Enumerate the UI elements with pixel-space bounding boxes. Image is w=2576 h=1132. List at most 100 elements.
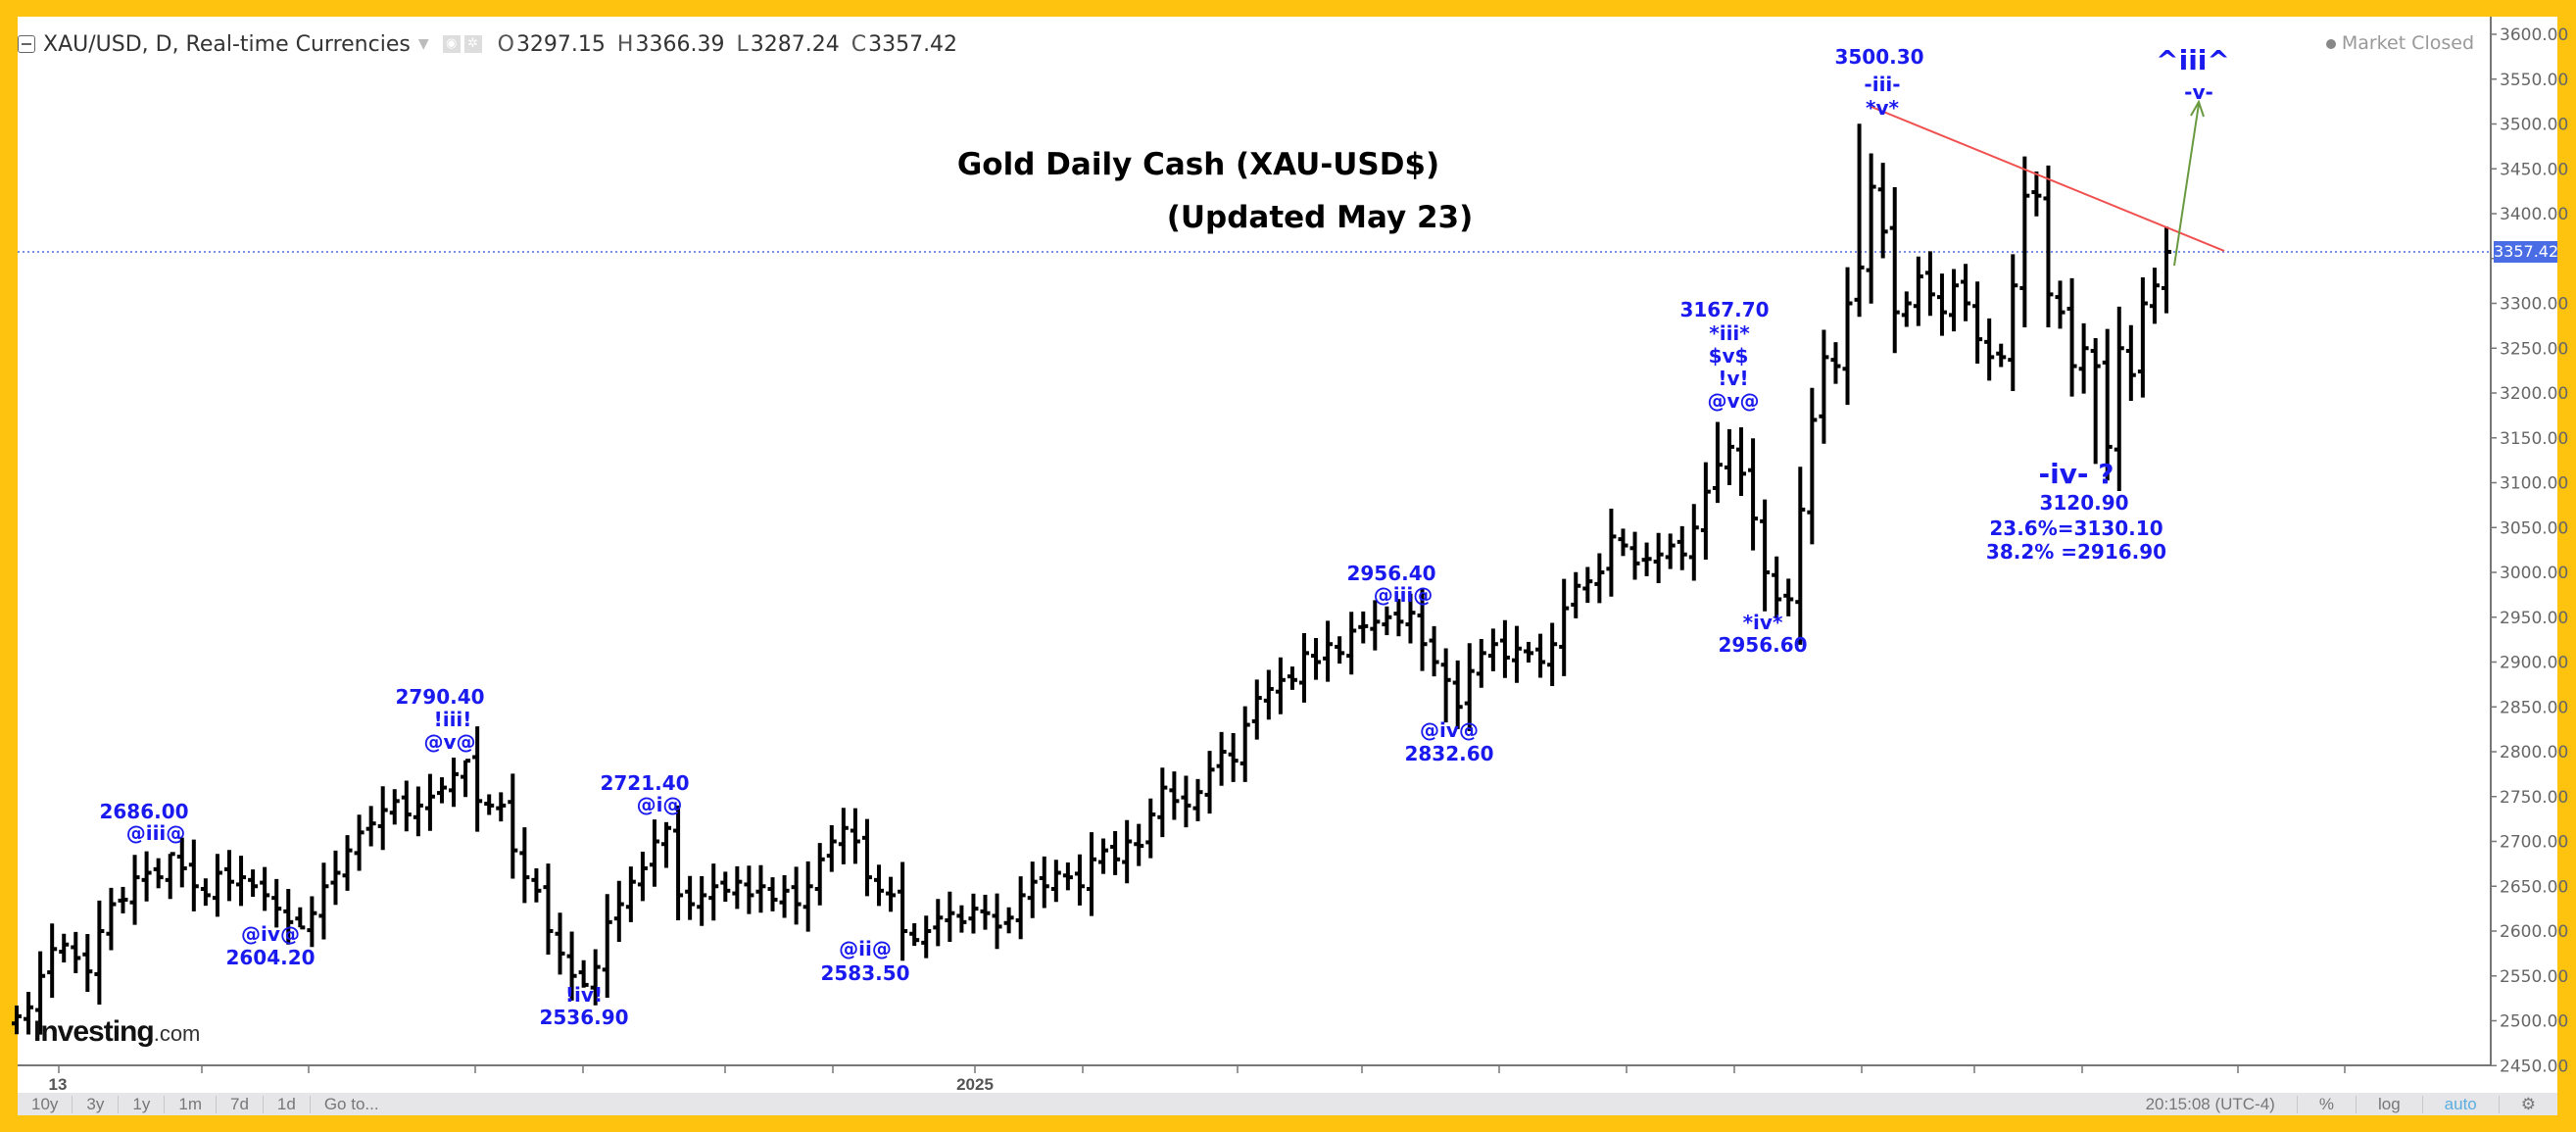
ohlc-bar	[2078, 322, 2089, 394]
ohlc-bar	[1464, 643, 1475, 731]
ohlc-bar	[2019, 156, 2030, 327]
ohlc-bar	[1748, 438, 1759, 551]
annotation-price: 2604.20	[225, 946, 316, 969]
range-1y[interactable]: 1y	[119, 1095, 166, 1113]
y-tick-label: 2800.00	[2500, 743, 2568, 763]
ohlc-bar	[424, 773, 435, 831]
ohlc-bar	[1134, 823, 1144, 866]
y-tick-label: 3050.00	[2500, 518, 2568, 538]
chevron-down-icon[interactable]: ▼	[417, 36, 429, 52]
ohlc-bar	[1039, 856, 1049, 909]
ohlc-bar	[898, 861, 908, 961]
y-tick-label: 3000.00	[2500, 564, 2568, 583]
ohlc-bar	[295, 907, 306, 930]
annotation-wave: -iv- ?	[2038, 458, 2114, 490]
log-toggle[interactable]: log	[2355, 1095, 2422, 1113]
ohlc-bar	[307, 896, 317, 948]
ohlc-bar	[212, 854, 222, 917]
ohlc-bar	[35, 951, 46, 1035]
range-7d[interactable]: 7d	[217, 1095, 264, 1113]
ohlc-bar	[543, 863, 554, 956]
ohlc-bar	[59, 933, 70, 963]
ohlc-bar	[1050, 860, 1061, 903]
ohlc-bar	[1736, 426, 1747, 496]
ohlc-bar	[1866, 153, 1876, 304]
ohlc-bar	[637, 852, 648, 902]
range-3y[interactable]: 3y	[73, 1095, 120, 1113]
ohlc-bar	[1606, 509, 1617, 597]
ohlc-bar	[1204, 751, 1215, 814]
status-dot-icon	[2325, 39, 2336, 49]
ohlc-bar	[472, 726, 483, 832]
ohlc-bar	[1452, 660, 1463, 729]
y-tick-label: 3500.00	[2500, 116, 2568, 135]
ohlc-bar	[2149, 268, 2160, 324]
ohlc-bar	[1062, 862, 1073, 891]
ohlc-bar	[283, 888, 294, 945]
ohlc-bar	[720, 871, 731, 903]
ohlc-bar	[1003, 907, 1014, 934]
ohlc-bar	[661, 821, 672, 868]
ohlc-bar	[1996, 343, 2007, 368]
ohlc-bar	[318, 862, 329, 940]
range-1m[interactable]: 1m	[165, 1095, 217, 1113]
ohlc-bar	[1641, 542, 1652, 576]
eye-icon[interactable]: ◉	[442, 35, 461, 53]
ohlc-bar	[141, 851, 152, 902]
ohlc-bar	[1547, 622, 1558, 686]
annotation-wave: *iv*	[1742, 611, 1783, 634]
y-tick-label: 2900.00	[2500, 654, 2568, 673]
ohlc-bar	[1665, 533, 1676, 569]
ohlc-bar	[1370, 600, 1381, 651]
ohlc-bar	[1027, 861, 1038, 918]
gear-icon[interactable]: ✲	[463, 35, 482, 53]
range-1d[interactable]: 1d	[264, 1095, 311, 1113]
arrow-head-icon	[2190, 99, 2205, 118]
range-10y[interactable]: 10y	[18, 1095, 73, 1113]
collapse-icon[interactable]	[18, 35, 35, 53]
percent-toggle[interactable]: %	[2296, 1095, 2356, 1113]
ohlc-bar	[236, 856, 247, 907]
ohlc-bar	[2031, 171, 2042, 217]
ohlc-bar	[649, 819, 659, 887]
ohlc-bar	[2008, 254, 2018, 391]
ohlc-bar	[886, 876, 897, 912]
ohlc-bar	[1924, 251, 1935, 317]
ohlc-bar	[2102, 328, 2113, 481]
last-price-label: 3357.42	[2494, 241, 2559, 263]
annotation-price: 2956.40	[1346, 562, 1436, 585]
ohlc-bar	[968, 893, 979, 934]
ohlc-bar	[436, 777, 447, 804]
ohlc-bar	[71, 931, 81, 974]
ohlc-bar	[555, 912, 565, 975]
y-tick-label: 2700.00	[2500, 833, 2568, 853]
annotation-wave: @iii@	[125, 821, 186, 845]
chart-frame	[18, 17, 2557, 1115]
ohlc-bar	[342, 835, 353, 891]
ohlc-bar	[1961, 264, 1971, 321]
ohlc-bar	[1795, 467, 1806, 645]
ohlc-bar	[1110, 830, 1121, 875]
ohlc-bar	[94, 900, 105, 1006]
ohlc-bar	[223, 850, 234, 902]
ohlc-bar	[188, 839, 199, 911]
annotation-wave: @iv@	[1420, 718, 1479, 742]
ohlc-bar	[1712, 421, 1723, 504]
ohlc-bar	[377, 786, 388, 851]
ohlc-bar	[129, 855, 140, 925]
symbol-label[interactable]: XAU/USD, D, Real-time Currencies	[43, 31, 411, 57]
ohlc-bar	[1298, 632, 1309, 703]
ohlc-bar	[814, 843, 825, 906]
settings-gear-icon[interactable]: ⚙	[2498, 1095, 2557, 1113]
ohlc-bar	[449, 757, 460, 808]
auto-toggle[interactable]: auto	[2421, 1095, 2499, 1113]
clock: 20:15:08 (UTC-4)	[2145, 1094, 2275, 1113]
ohlc-bar	[921, 915, 932, 959]
ohlc-bar	[1854, 123, 1865, 318]
goto-button[interactable]: Go to...	[323, 1094, 379, 1113]
ohlc-bar	[200, 878, 211, 907]
ohlc-bar	[2055, 280, 2066, 329]
ohlc-bar	[531, 867, 542, 903]
ohlc-bar	[260, 866, 270, 911]
